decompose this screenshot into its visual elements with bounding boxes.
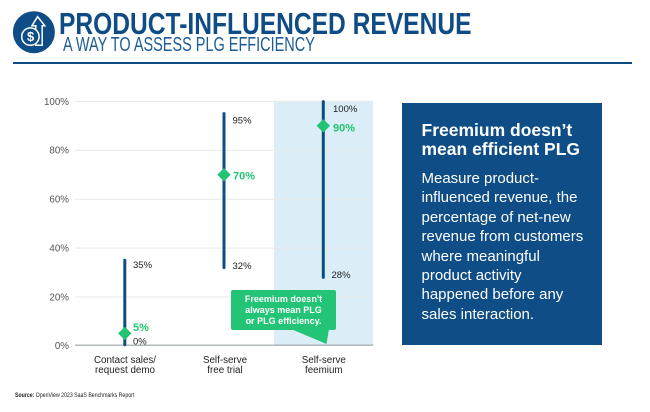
svg-text:20%: 20%	[49, 292, 69, 303]
svg-text:0%: 0%	[133, 337, 147, 348]
svg-text:90%: 90%	[333, 122, 355, 134]
svg-text:60%: 60%	[49, 195, 69, 206]
svg-text:Self-serve: Self-serve	[203, 355, 248, 366]
svg-text:100%: 100%	[44, 97, 69, 108]
svg-text:feemium: feemium	[305, 365, 343, 376]
svg-text:80%: 80%	[49, 146, 69, 157]
svg-text:32%: 32%	[233, 261, 253, 272]
svg-text:28%: 28%	[332, 270, 352, 281]
svg-text:95%: 95%	[233, 115, 253, 126]
svg-text:5%: 5%	[133, 322, 149, 334]
svg-text:0%: 0%	[55, 341, 69, 352]
svg-text:40%: 40%	[49, 244, 69, 255]
svg-text:Contact sales/: Contact sales/	[94, 355, 156, 366]
svg-text:35%: 35%	[133, 260, 153, 271]
svg-text:Self-serve: Self-serve	[302, 355, 347, 366]
svg-text:free trial: free trial	[207, 365, 242, 376]
svg-text:70%: 70%	[233, 171, 255, 183]
svg-text:request demo: request demo	[95, 365, 155, 376]
svg-text:100%: 100%	[333, 104, 358, 115]
svg-text:$: $	[27, 29, 35, 44]
